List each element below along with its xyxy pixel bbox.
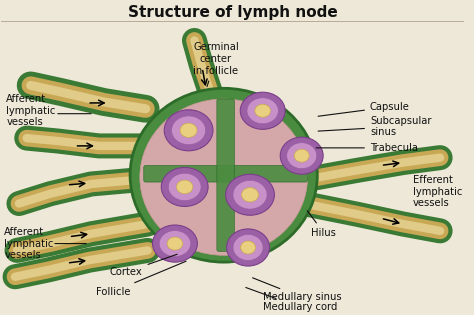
Text: Medullary sinus: Medullary sinus — [253, 278, 341, 302]
Text: Subcapsular
sinus: Subcapsular sinus — [318, 116, 431, 137]
Text: Medullary cord: Medullary cord — [246, 288, 337, 312]
Ellipse shape — [233, 234, 263, 261]
Text: Germinal
center
in follicle: Germinal center in follicle — [193, 43, 239, 87]
Ellipse shape — [241, 187, 258, 202]
Ellipse shape — [255, 104, 271, 117]
FancyBboxPatch shape — [144, 165, 308, 182]
Ellipse shape — [247, 98, 278, 124]
Text: Follicle: Follicle — [96, 261, 186, 296]
Ellipse shape — [159, 231, 191, 256]
Text: Cortex: Cortex — [110, 254, 177, 277]
Ellipse shape — [161, 167, 208, 206]
Text: Afferent
lymphatic
vessels: Afferent lymphatic vessels — [6, 94, 55, 127]
Ellipse shape — [167, 237, 183, 250]
Text: Efferent
lymphatic
vessels: Efferent lymphatic vessels — [413, 175, 462, 209]
Ellipse shape — [130, 88, 317, 262]
Ellipse shape — [168, 173, 201, 201]
Text: Hilus: Hilus — [307, 211, 337, 238]
Ellipse shape — [280, 137, 323, 174]
Ellipse shape — [180, 123, 197, 137]
Text: Trabecula: Trabecula — [316, 143, 418, 153]
Ellipse shape — [164, 110, 213, 151]
Text: Afferent
lymphatic
vessels: Afferent lymphatic vessels — [4, 227, 54, 260]
Ellipse shape — [176, 180, 193, 194]
Text: Capsule: Capsule — [318, 102, 410, 116]
Ellipse shape — [227, 229, 270, 266]
Ellipse shape — [240, 241, 255, 254]
Ellipse shape — [233, 180, 267, 209]
Ellipse shape — [294, 149, 309, 162]
Ellipse shape — [140, 99, 308, 255]
Ellipse shape — [240, 92, 285, 129]
Ellipse shape — [287, 143, 317, 169]
Ellipse shape — [153, 225, 197, 262]
Text: Structure of lymph node: Structure of lymph node — [128, 5, 337, 20]
Ellipse shape — [226, 174, 274, 215]
Ellipse shape — [172, 116, 206, 145]
FancyBboxPatch shape — [217, 99, 235, 251]
